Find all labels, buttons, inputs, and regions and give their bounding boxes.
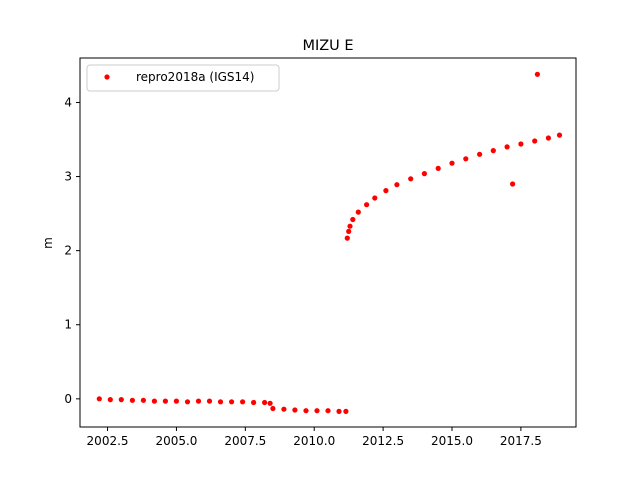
y-tick-label: 0	[64, 392, 72, 406]
data-point	[336, 408, 342, 414]
data-point	[504, 144, 510, 150]
x-tick-label: 2005.0	[155, 434, 197, 448]
data-point	[267, 400, 273, 406]
data-point	[490, 148, 496, 154]
y-axis: 0 1 2 3 4	[64, 95, 80, 406]
data-point	[281, 406, 287, 412]
data-point	[107, 397, 113, 403]
data-point	[206, 398, 213, 404]
data-point	[173, 398, 179, 404]
x-axis: 2002.5 2005.0 2007.5 2010.0 2012.5 2015.0 2017…	[87, 427, 542, 448]
data-point	[394, 182, 400, 188]
data-point	[509, 181, 516, 187]
data-point	[518, 141, 524, 147]
data-point	[532, 138, 538, 144]
y-tick-label: 3	[64, 170, 72, 184]
data-point	[303, 408, 309, 414]
y-tick-label: 4	[64, 95, 72, 109]
data-point	[195, 398, 202, 404]
data-point	[343, 408, 349, 414]
y-tick-label: 1	[64, 318, 72, 332]
data-point	[229, 399, 235, 405]
data-point	[151, 398, 157, 404]
data-point	[96, 396, 102, 402]
data-point	[314, 408, 320, 414]
data-point	[350, 216, 356, 223]
data-point	[270, 405, 276, 412]
data-point	[449, 160, 455, 166]
legend-marker	[104, 74, 110, 80]
legend-box	[86, 64, 280, 92]
x-tick-label: 2007.5	[224, 434, 266, 448]
data-point	[477, 151, 483, 157]
data-point	[184, 399, 191, 405]
data-point	[162, 398, 168, 404]
data-point	[240, 399, 246, 405]
data-point	[534, 71, 541, 77]
x-tick-label: 2010.0	[293, 434, 335, 448]
x-tick-label: 2015.0	[431, 434, 473, 448]
chart-title: MIZU E	[302, 38, 353, 54]
legend: repro2018a (IGS14)	[86, 64, 280, 92]
data-point	[346, 228, 352, 234]
data-point	[435, 165, 441, 171]
data-point	[325, 408, 331, 414]
data-point	[408, 176, 414, 182]
plot-frame	[79, 57, 577, 428]
data-point	[262, 399, 268, 406]
data-point	[421, 171, 427, 177]
data-point	[372, 195, 378, 201]
data-point	[347, 223, 353, 229]
data-point	[251, 399, 257, 406]
x-tick-label: 2002.5	[87, 434, 129, 448]
data-point	[355, 209, 361, 215]
data-point	[344, 235, 350, 241]
y-tick-label: 2	[64, 244, 72, 258]
x-tick-label: 2012.5	[362, 434, 404, 448]
data-point	[292, 407, 298, 413]
data-point	[383, 188, 389, 194]
data-point	[118, 397, 124, 403]
data-point	[556, 132, 563, 138]
data-point	[545, 135, 552, 141]
legend-label: repro2018a (IGS14)	[136, 70, 254, 84]
data-points	[96, 71, 563, 414]
data-point	[463, 156, 469, 162]
x-tick-label: 2017.5	[500, 434, 542, 448]
y-axis-label: m	[41, 237, 55, 249]
data-point	[217, 399, 224, 405]
data-point	[129, 397, 135, 403]
data-point	[140, 397, 146, 403]
data-point	[364, 202, 370, 208]
